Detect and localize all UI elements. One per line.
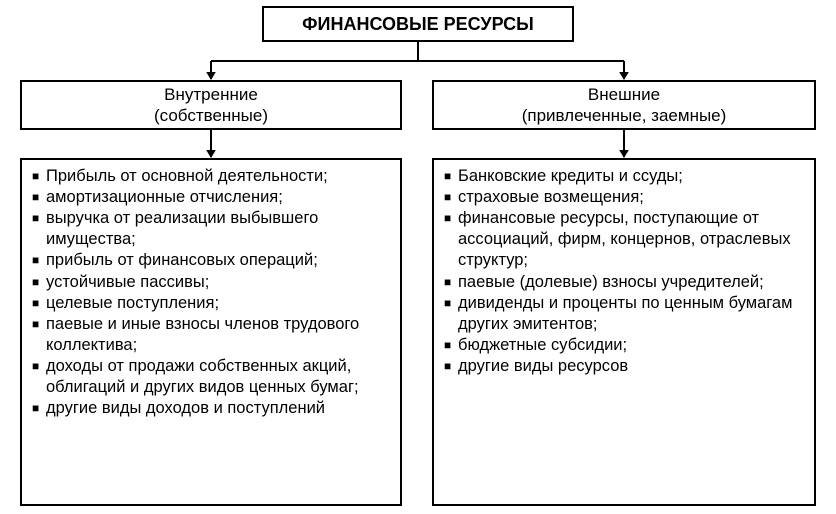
list-item: другие виды доходов и поступлений [32, 398, 390, 419]
list-item: амортизационные отчисления; [32, 187, 390, 208]
list-item: доходы от продажи собственных акций, обл… [32, 356, 390, 398]
list-item: Прибыль от основной деятельности; [32, 166, 390, 187]
list-item: дивиденды и проценты по ценным бумагам д… [444, 293, 804, 335]
item-list-internal: Прибыль от основной деятельности;амортиз… [32, 166, 390, 419]
category-box-external: Внешние (привлеченные, заемные) [432, 80, 816, 130]
category-subtitle: (привлеченные, заемные) [522, 105, 727, 126]
list-item: прибыль от финансовых операций; [32, 250, 390, 271]
list-item: бюджетные субсидии; [444, 335, 804, 356]
list-box-internal: Прибыль от основной деятельности;амортиз… [20, 158, 402, 506]
category-box-internal: Внутренние (собственные) [20, 80, 402, 130]
root-box: ФИНАНСОВЫЕ РЕСУРСЫ [262, 6, 574, 42]
diagram-canvas: ФИНАНСОВЫЕ РЕСУРСЫ Внутренние (собственн… [0, 0, 836, 514]
list-item: финансовые ресурсы, посту­пающие от ассо… [444, 208, 804, 271]
list-item: паевые (долевые) взносы учредителей; [444, 272, 804, 293]
category-subtitle: (собственные) [154, 105, 268, 126]
root-title: ФИНАНСОВЫЕ РЕСУРСЫ [302, 13, 534, 36]
list-item: целевые поступления; [32, 293, 390, 314]
category-title: Внешние [588, 84, 660, 105]
list-item: Банковские кредиты и ссуды; [444, 166, 804, 187]
item-list-external: Банковские кредиты и ссуды;страховые воз… [444, 166, 804, 377]
list-item: страховые возмещения; [444, 187, 804, 208]
list-item: другие виды ресурсов [444, 356, 804, 377]
list-item: паевые и иные взносы членов трудового ко… [32, 314, 390, 356]
list-box-external: Банковские кредиты и ссуды;страховые воз… [432, 158, 816, 506]
category-title: Внутренние [164, 84, 258, 105]
list-item: выручка от реализации выбывшего имуществ… [32, 208, 390, 250]
list-item: устойчивые пассивы; [32, 272, 390, 293]
